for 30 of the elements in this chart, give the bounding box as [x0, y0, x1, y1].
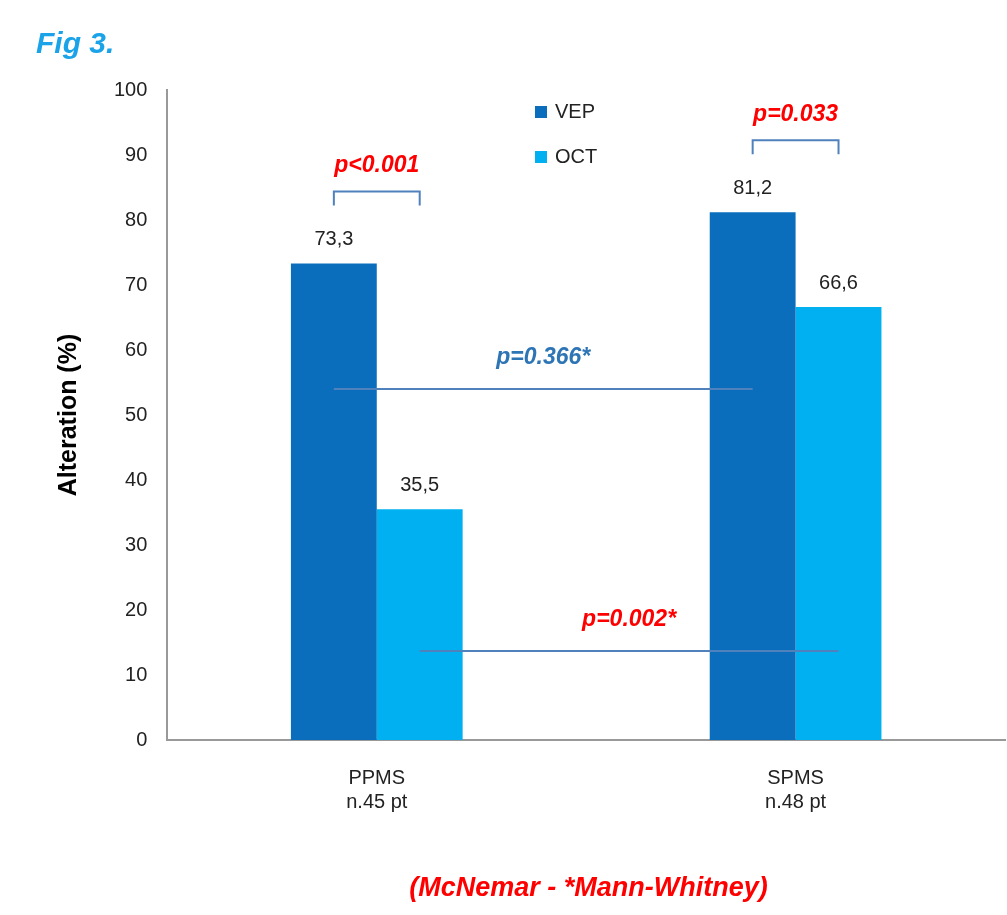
legend-label: OCT: [555, 145, 598, 168]
annotation: p=0.002*: [581, 604, 678, 631]
bar: [709, 212, 796, 740]
y-tick-label: 100: [113, 77, 148, 100]
annotation: p=0.366*: [495, 342, 592, 369]
x-tick-label: PPMS n.45 pt: [346, 765, 408, 812]
chart-title: Fig 3.: [36, 26, 115, 60]
y-axis-title: Alteration (%): [52, 333, 81, 497]
text: (McNemar - *Mann-Whitney): [408, 872, 769, 903]
bar: [376, 509, 463, 740]
annotation: p<0.001: [333, 151, 420, 178]
y-tick-label: 40: [125, 467, 148, 490]
y-tick-label: 50: [125, 402, 148, 425]
legend-label: VEP: [555, 100, 596, 123]
y-tick-label: 20: [125, 597, 148, 620]
annotation: p=0.033: [752, 100, 839, 127]
data-label: 66,6: [819, 270, 858, 293]
y-tick-label: 70: [125, 272, 148, 295]
y-tick-label: 30: [125, 532, 148, 555]
data-label: 81,2: [733, 175, 773, 198]
y-tick-label: 0: [136, 727, 148, 750]
y-tick-label: 90: [125, 142, 148, 165]
x-tick-label: SPMS n.48 pt: [765, 765, 827, 812]
data-label: 73,3: [314, 227, 354, 250]
y-tick-label: 60: [125, 337, 148, 360]
bar: [795, 307, 882, 740]
y-tick-label: 80: [125, 207, 148, 230]
data-label: 35,5: [400, 472, 440, 495]
bar: [290, 263, 377, 740]
y-tick-label: 10: [125, 662, 148, 685]
